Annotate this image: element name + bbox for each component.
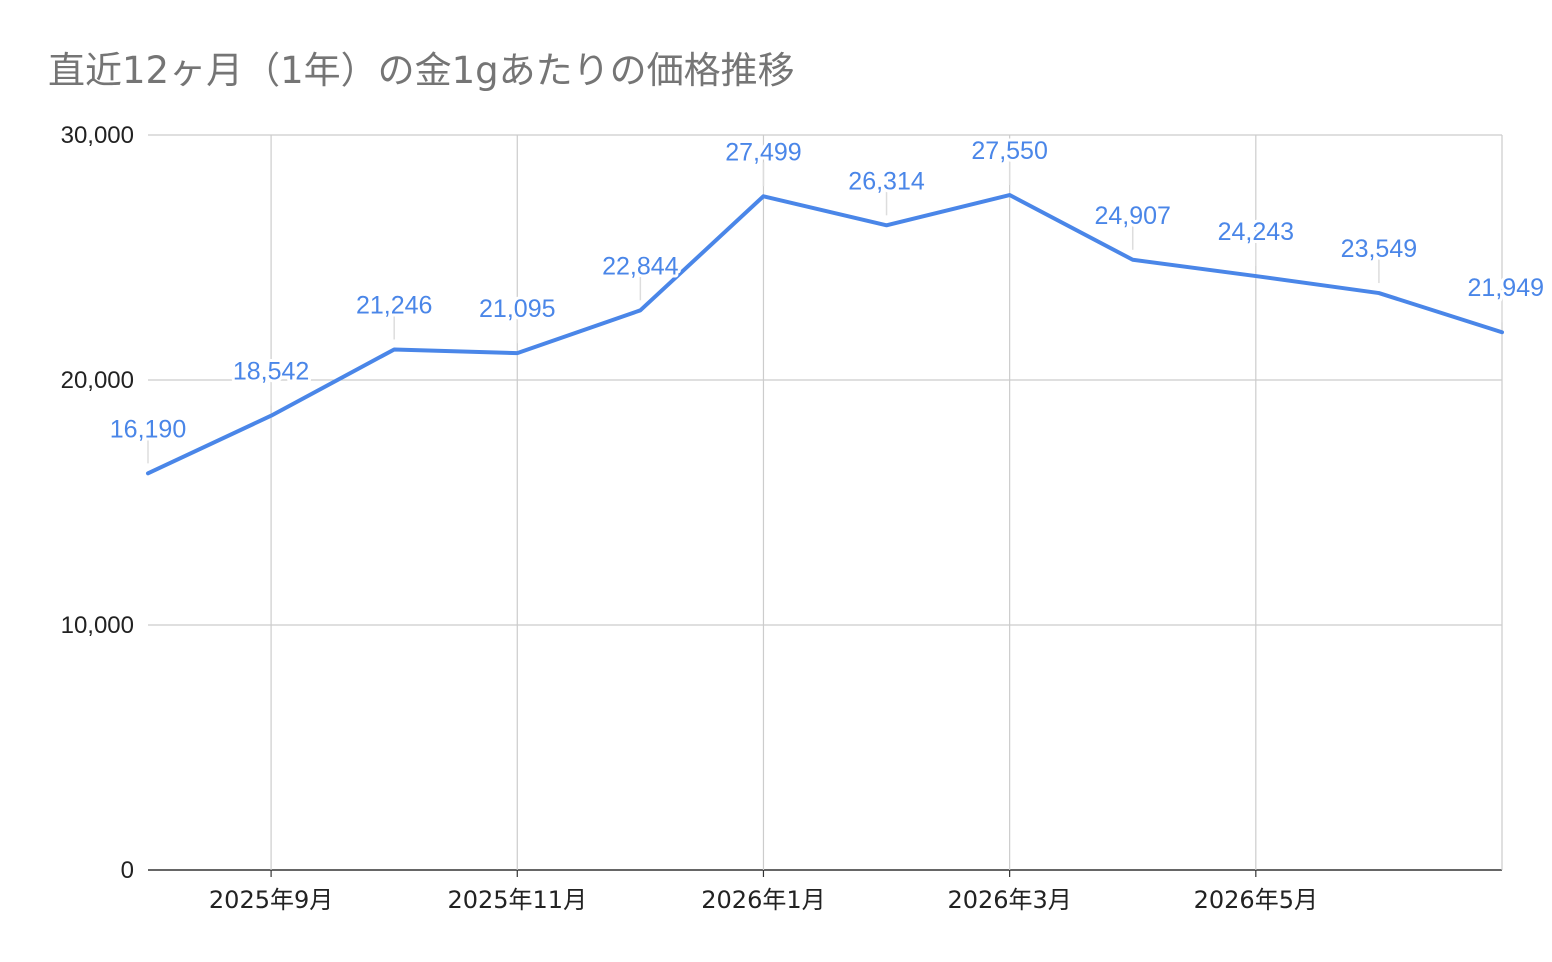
data-label: 24,907 <box>1094 202 1170 230</box>
x-tick-label: 2026年3月 <box>947 886 1071 914</box>
data-label-halo: 27,499 <box>725 138 801 166</box>
y-tick-label: 30,000 <box>61 122 134 149</box>
data-label: 23,549 <box>1341 235 1417 263</box>
data-label-halo: 23,549 <box>1341 235 1417 263</box>
data-label-halo: 21,949 <box>1468 274 1544 302</box>
data-label-halo: 24,907 <box>1094 202 1170 230</box>
gridlines <box>148 134 1503 877</box>
y-tick-label: 0 <box>121 857 134 884</box>
data-label-halo: 18,542 <box>233 358 309 386</box>
data-label: 21,095 <box>479 295 555 323</box>
y-tick-label: 20,000 <box>61 367 134 394</box>
data-label: 21,246 <box>356 291 432 319</box>
data-label: 21,949 <box>1468 274 1544 302</box>
chart-title: 直近12ヶ月（1年）の金1gあたりの価格推移 <box>48 49 795 92</box>
x-tick-label: 2025年11月 <box>447 886 587 914</box>
data-label: 27,550 <box>971 137 1047 165</box>
data-label: 27,499 <box>725 138 801 166</box>
data-label-halo: 26,314 <box>848 167 925 195</box>
x-tick-label: 2025年9月 <box>209 886 333 914</box>
y-axis-ticks: 0 10,000 20,000 30,000 <box>61 122 134 884</box>
data-label-halo: 27,550 <box>971 137 1047 165</box>
series-lines <box>146 193 1504 476</box>
data-label: 24,243 <box>1218 218 1294 246</box>
data-label-halo: 22,844 <box>602 252 679 280</box>
data-label: 26,314 <box>848 167 925 195</box>
data-label: 22,844 <box>602 252 679 280</box>
data-label-leaders <box>147 161 1503 464</box>
data-label: 16,190 <box>110 415 186 443</box>
x-tick-label: 2026年1月 <box>701 886 825 914</box>
y-tick-label: 10,000 <box>61 612 134 639</box>
data-label-halo: 16,190 <box>110 415 186 443</box>
data-label-halo: 24,243 <box>1218 218 1294 246</box>
data-label: 18,542 <box>233 358 309 386</box>
series-line <box>146 193 1504 476</box>
data-label-halo: 21,095 <box>479 295 555 323</box>
data-label-halo: 21,246 <box>356 291 432 319</box>
x-axis-ticks: 2025年9月 2025年11月 2026年1月 2026年3月 2026年5月 <box>209 886 1318 914</box>
x-tick-label: 2026年5月 <box>1194 886 1318 914</box>
